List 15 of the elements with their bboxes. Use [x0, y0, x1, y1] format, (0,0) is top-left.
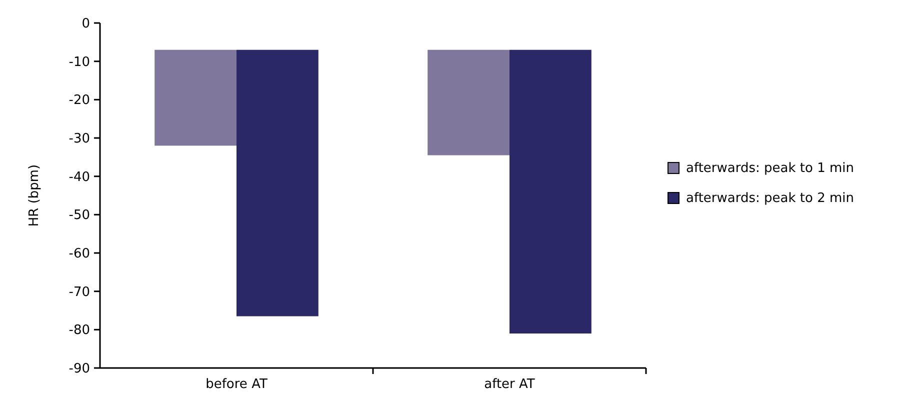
y-tick-label: -50	[68, 208, 90, 224]
y-tick-label: -80	[68, 323, 90, 338]
y-tick-label: -60	[68, 246, 90, 262]
y-tick-label: -70	[68, 284, 90, 300]
y-tick-label: -30	[68, 132, 90, 147]
x-tick-label: after AT	[484, 377, 535, 392]
y-tick-label: -20	[68, 93, 90, 108]
legend-label: afterwards: peak to 2 min	[686, 191, 854, 206]
legend-label: afterwards: peak to 1 min	[686, 161, 854, 176]
y-tick-label: -40	[68, 170, 90, 185]
y-tick-label: 0	[82, 16, 90, 32]
y-tick-label: -10	[68, 54, 90, 70]
x-tick-label: before AT	[206, 377, 268, 392]
y-tick-label: -90	[68, 362, 90, 377]
y-axis-title: HR (bpm)	[27, 164, 42, 227]
